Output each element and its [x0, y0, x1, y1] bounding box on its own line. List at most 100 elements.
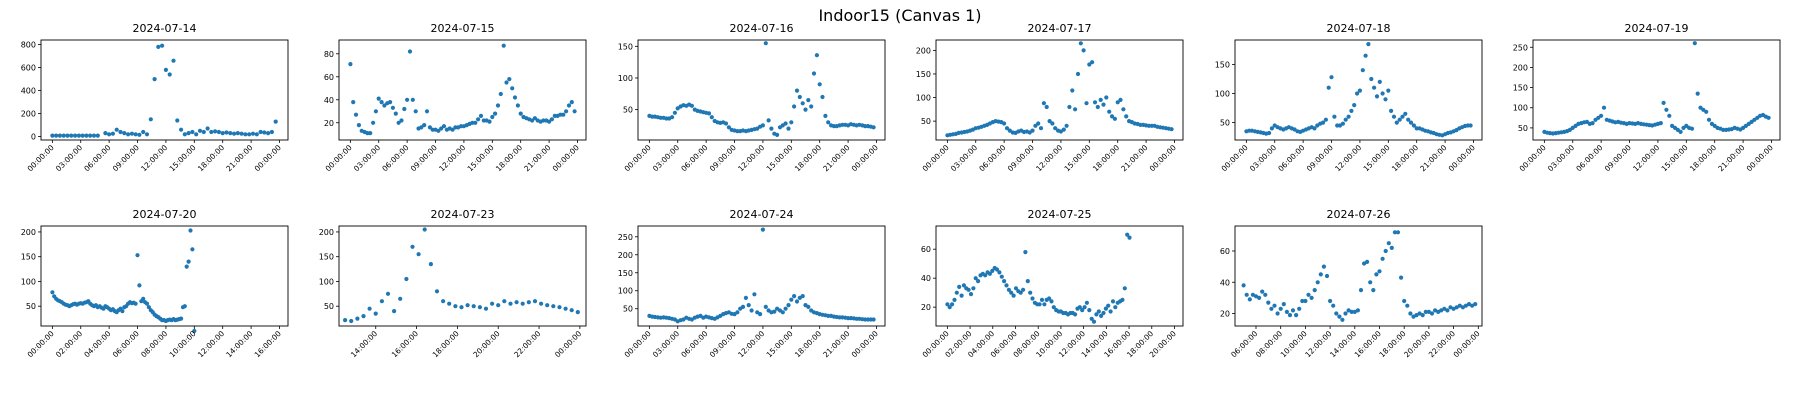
data-point [110, 131, 115, 136]
data-point [1470, 303, 1475, 308]
data-point [526, 300, 531, 305]
data-point [434, 289, 440, 294]
y-tick-label: 200 [21, 228, 36, 237]
x-tick-label: 21:00:00 [1418, 143, 1448, 173]
y-tick-label: 40 [1220, 278, 1230, 287]
x-tick-label: 09:00:00 [1305, 143, 1335, 173]
x-tick-label: 12:00:00 [1034, 143, 1064, 173]
data-point [61, 133, 66, 138]
data-point [239, 131, 244, 136]
data-point [551, 304, 556, 309]
y-tick-label: 100 [1513, 104, 1528, 113]
data-point [800, 101, 805, 106]
data-point [1329, 75, 1334, 80]
data-point [1334, 311, 1339, 316]
data-point [1047, 296, 1052, 301]
subplot: 2024-07-195010015020025000:00:0003:00:00… [1513, 22, 1781, 173]
data-point [1073, 107, 1078, 112]
data-point [1009, 290, 1014, 295]
data-point [1042, 302, 1047, 307]
data-point [1355, 91, 1360, 96]
data-point [539, 301, 544, 306]
data-point [382, 103, 387, 108]
data-point [496, 303, 501, 308]
y-tick-label: 200 [21, 110, 36, 119]
x-tick-label: 20:00:00 [471, 329, 501, 359]
data-point [1281, 302, 1286, 307]
subplot-title: 2024-07-25 [1028, 208, 1092, 221]
y-tick-label: 400 [21, 87, 36, 96]
data-point [1070, 88, 1075, 93]
data-point [413, 109, 418, 114]
data-point [379, 100, 384, 105]
data-point [1380, 256, 1385, 261]
data-point [820, 94, 825, 100]
x-tick-label: 12:00:00 [736, 143, 766, 173]
data-point [1689, 126, 1695, 131]
data-point [945, 302, 950, 307]
x-tick-label: 00:00:00 [1220, 143, 1250, 173]
x-tick-label: 18:00:00 [431, 329, 461, 359]
x-tick-label: 14:00:00 [224, 329, 254, 359]
data-point [1343, 311, 1348, 316]
data-point [766, 118, 771, 123]
data-point [422, 227, 427, 232]
data-point [518, 111, 523, 116]
data-point [1312, 126, 1317, 131]
data-point [1312, 288, 1317, 293]
data-point [1667, 113, 1672, 118]
x-tick-label: 00:00:00 [1452, 329, 1482, 359]
data-point [957, 284, 962, 289]
data-point [1090, 60, 1095, 65]
data-point [65, 133, 70, 138]
x-tick-label: 21:00:00 [821, 329, 851, 359]
data-point [1365, 259, 1370, 264]
x-tick-label: 03:00:00 [949, 143, 979, 173]
x-tick-label: 12:00:00 [139, 143, 169, 173]
data-point [1002, 121, 1007, 126]
data-point [201, 129, 206, 135]
data-point [179, 127, 184, 132]
subplot-title: 2024-07-14 [133, 22, 197, 35]
data-point [1049, 299, 1054, 304]
data-point [399, 118, 404, 123]
x-tick-label: 15:00:00 [765, 143, 795, 173]
plot-frame [338, 39, 587, 141]
data-point [436, 128, 441, 133]
data-point [1389, 108, 1394, 113]
x-tick-label: 21:00:00 [224, 143, 254, 173]
x-tick-label: 03:00:00 [54, 143, 84, 173]
x-tick-label: 18:00:00 [1091, 143, 1121, 173]
data-point [1146, 123, 1151, 128]
data-point [817, 82, 822, 87]
x-tick-label: 00:00:00 [850, 143, 880, 173]
data-point [373, 109, 378, 114]
data-point [1064, 123, 1069, 128]
y-tick-label: 60 [1220, 247, 1230, 256]
data-point [73, 133, 78, 138]
data-point [167, 72, 172, 77]
data-point [1661, 100, 1666, 105]
data-point [966, 287, 971, 292]
y-tick-label: 150 [618, 42, 633, 51]
data-point [532, 116, 538, 121]
data-point [1266, 300, 1271, 305]
data-point [114, 127, 119, 132]
data-point [424, 109, 430, 114]
plot-frame [637, 39, 886, 141]
data-point [343, 318, 348, 323]
data-point [179, 316, 184, 321]
data-point [1678, 129, 1683, 134]
data-point [1340, 317, 1345, 322]
data-point [76, 133, 81, 138]
x-tick-label: 21:00:00 [821, 143, 851, 173]
data-point [1006, 287, 1012, 292]
data-point [549, 117, 555, 122]
subplot: 2024-07-2520406000:00:0002:00:0004:00:00… [921, 208, 1184, 359]
data-point [1284, 309, 1289, 314]
y-tick-label: 50 [1518, 124, 1528, 133]
data-point [961, 283, 967, 288]
data-point [994, 267, 1000, 272]
data-point [1692, 41, 1697, 46]
data-point [141, 296, 146, 301]
